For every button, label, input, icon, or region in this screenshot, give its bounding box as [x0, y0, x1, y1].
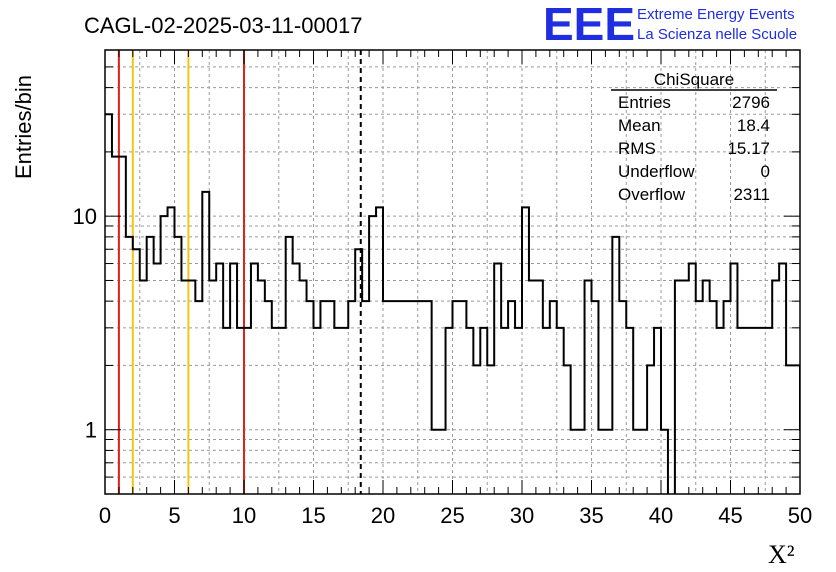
x-axis-label: X²: [768, 540, 795, 569]
chart-title: CAGL-02-2025-03-11-00017: [84, 13, 362, 38]
stats-label: Entries: [618, 93, 671, 112]
eee-logo-mark: EEE: [543, 0, 635, 50]
stats-value: 2796: [732, 93, 770, 112]
x-tick-label: 5: [168, 503, 180, 528]
x-tick-label: 15: [301, 503, 325, 528]
x-tick-label: 35: [579, 503, 603, 528]
stats-value: 0: [761, 162, 770, 181]
x-tick-label: 0: [99, 503, 111, 528]
stats-value: 2311: [733, 185, 770, 204]
stats-label: Overflow: [618, 185, 686, 204]
x-tick-label: 10: [232, 503, 256, 528]
stats-label: Mean: [618, 116, 661, 135]
x-tick-label: 30: [510, 503, 534, 528]
eee-logo-line2: La Scienza nelle Scuole: [637, 26, 797, 43]
x-tick-label: 50: [788, 503, 812, 528]
stats-box: ChiSquare Entries 2796 Mean 18.4 RMS 15.17 Und…: [611, 70, 777, 204]
eee-logo: EEE Extreme Energy Events La Scienza nel…: [543, 0, 797, 50]
eee-logo-line1: Extreme Energy Events: [637, 6, 795, 23]
x-tick-label: 45: [718, 503, 742, 528]
histogram-series: [105, 113, 800, 494]
stats-title: ChiSquare: [654, 70, 734, 89]
x-tick-label: 40: [649, 503, 673, 528]
stats-label: Underflow: [618, 162, 695, 181]
stats-value: 18.4: [737, 116, 770, 135]
axis-ticks: 0 5 10 15 20 25 30 35 40 45 50 1 10: [73, 50, 812, 528]
y-axis-label: Entries/bin: [11, 75, 36, 179]
x-tick-label: 20: [371, 503, 395, 528]
reference-lines: [117, 50, 362, 494]
stats-value: 15.17: [727, 139, 770, 158]
stats-label: RMS: [618, 139, 656, 158]
y-tick-label: 1: [85, 418, 97, 443]
y-tick-label: 10: [73, 204, 97, 229]
x-tick-label: 25: [440, 503, 464, 528]
